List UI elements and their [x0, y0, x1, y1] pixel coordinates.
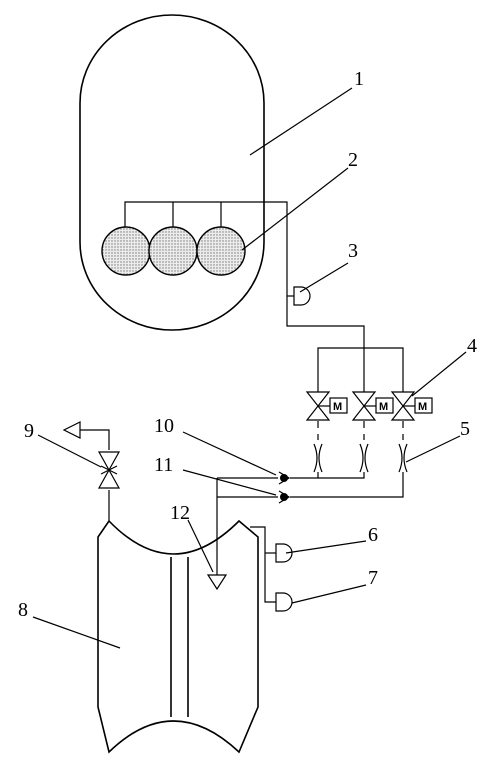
vent-valve-icon [97, 451, 121, 489]
vent-line [62, 421, 110, 521]
gauge-icon [287, 286, 311, 306]
sphere [196, 226, 246, 276]
callout-label: 10 [154, 415, 174, 437]
motorized-valve-icon: M [351, 391, 394, 421]
sphere [148, 226, 198, 276]
motorized-valve-icon: M [390, 391, 433, 421]
motorized-valve-icon: M [305, 391, 348, 421]
motor-symbol: M [379, 401, 388, 413]
callout-labels: 1 2 3 4 5 6 7 8 9 10 11 12 [18, 68, 477, 621]
callout-label: 8 [18, 599, 28, 621]
orifice-icon [313, 443, 323, 473]
callout-label: 11 [154, 454, 173, 476]
sphere [101, 226, 151, 276]
branch-lines [317, 421, 404, 440]
callout-label: 3 [348, 240, 358, 262]
orifice-icon [359, 443, 369, 473]
callout-label: 9 [24, 420, 34, 442]
callout-label: 12 [170, 502, 190, 524]
outlet-piping [124, 201, 404, 392]
feed-lines [216, 472, 404, 575]
orifice-icon [398, 443, 408, 473]
sphere-group [101, 226, 246, 276]
reactor-vessel [97, 519, 259, 754]
gauge-icon [275, 592, 293, 612]
check-valve-icon [278, 471, 291, 485]
vent-arrow-icon [62, 421, 81, 439]
leader-lines [32, 87, 467, 649]
callout-label: 5 [460, 418, 470, 440]
motor-symbol: M [333, 401, 342, 413]
motor-symbol: M [418, 401, 427, 413]
gauge-icon [275, 543, 293, 563]
nozzle-icon [206, 574, 228, 591]
callout-label: 2 [348, 149, 358, 171]
callout-label: 4 [467, 335, 477, 357]
callout-label: 1 [354, 68, 364, 90]
callout-label: 6 [368, 524, 378, 546]
storage-vessel [79, 14, 265, 331]
callout-label: 7 [368, 567, 378, 589]
check-valve-icon [278, 490, 291, 504]
instrument-taps [250, 526, 276, 603]
